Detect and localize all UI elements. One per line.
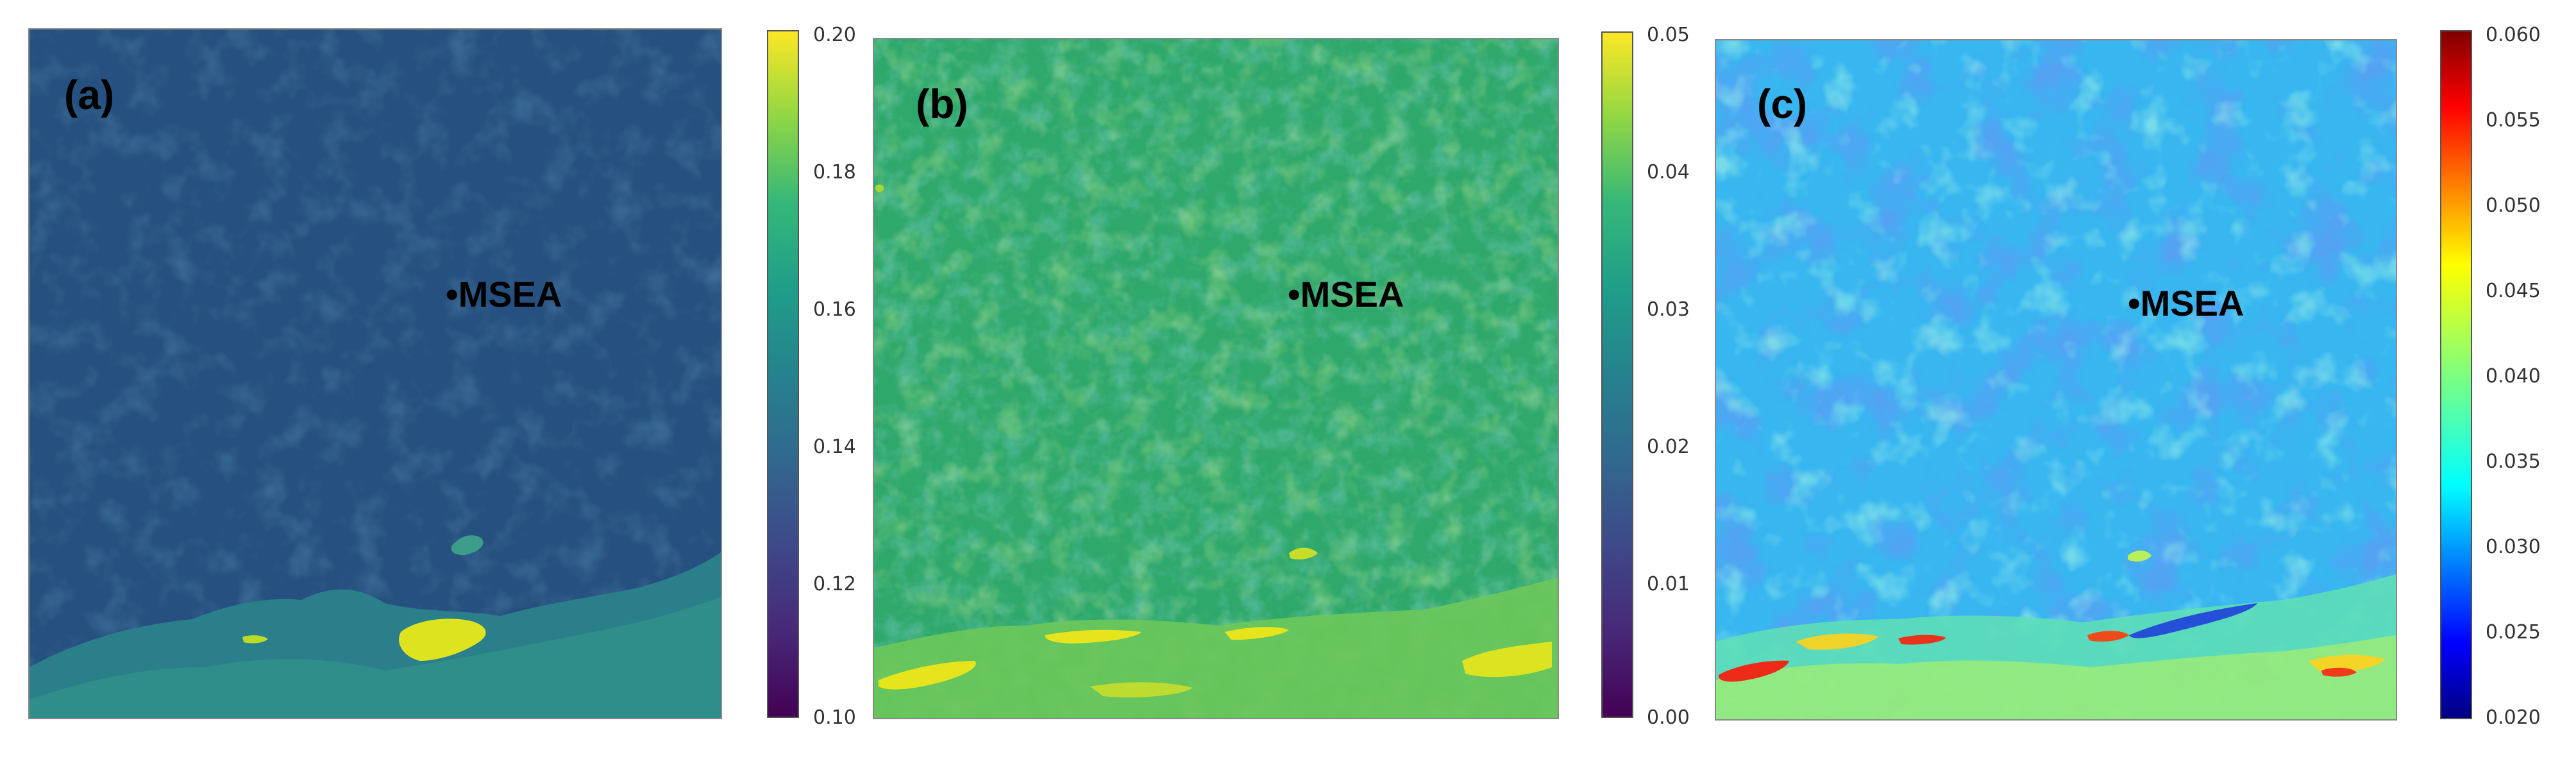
heatmap-c-warm-patch-2: [2309, 654, 2386, 672]
heatmap-b-edge-speck: [875, 184, 884, 192]
colorbar-b-ticks: 0.05 0.04 0.03 0.02 0.01 0.00: [1647, 24, 1690, 729]
colorbar-b-gradient: [1601, 31, 1633, 718]
heatmap-c-hot-streak-3: [2087, 631, 2129, 642]
colorbar-a-tick: 0.12: [813, 573, 856, 595]
heatmap-a-islet: [451, 535, 484, 556]
heatmap-b-bright-streak-3: [1225, 627, 1289, 640]
heatmap-c-warm-patch: [1796, 633, 1879, 650]
colorbar-a-tick: 0.16: [813, 298, 856, 321]
colorbar-c-tick: 0.055: [2486, 109, 2541, 132]
panel-a-marker-label: •MSEA: [446, 274, 562, 314]
panel-a-label: (a): [64, 72, 114, 118]
heatmap-c-hot-streak-4: [2321, 667, 2357, 677]
heatmap-a-frame: [28, 28, 722, 719]
heatmap-b-islet: [1289, 547, 1318, 559]
heatmap-c-hot-streak: [1718, 660, 1789, 682]
colorbar-c-gradient: [2440, 30, 2472, 719]
colorbar-a: 0.20 0.18 0.16 0.14 0.12 0.10: [767, 24, 856, 729]
colorbar-b-tick: 0.02: [1647, 436, 1690, 458]
heatmap-c-frame: [1715, 39, 2397, 721]
heatmap-c-hot-streak-2: [1898, 635, 1946, 645]
colorbar-c-tick: 0.020: [2486, 706, 2541, 729]
heatmap-a-bright-patch: [399, 619, 486, 661]
panel-c-label: (c): [1757, 81, 1807, 127]
colorbar-c-tick: 0.030: [2486, 536, 2541, 558]
heatmap-b-bright-streak-4: [1462, 642, 1552, 678]
panel-b-label: (b): [916, 81, 968, 127]
colorbar-c-tick: 0.035: [2486, 450, 2541, 473]
colorbar-a-tick: 0.10: [813, 706, 856, 729]
heatmap-b-bright-streak: [879, 661, 976, 690]
colorbar-b-tick: 0.03: [1647, 298, 1690, 321]
colorbar-b-tick: 0.04: [1647, 161, 1690, 183]
colorbar-c-tick: 0.045: [2486, 280, 2541, 302]
colorbar-a-tick: 0.14: [813, 436, 856, 458]
panel-b-marker-label: •MSEA: [1288, 274, 1404, 314]
heatmap-a-bright-patch-small: [242, 635, 268, 644]
heatmap-a-lower-band-2: [29, 597, 721, 719]
colorbar-b-tick: 0.01: [1647, 573, 1690, 595]
colorbar-b-tick: 0.05: [1647, 24, 1690, 46]
heatmap-b-texture-2: [873, 38, 1558, 719]
colorbar-a-gradient: [767, 30, 799, 718]
panel-b: (b) •MSEA 0.05 0.04 0.03 0.02 0.01 0.00: [873, 24, 1690, 729]
heatmap-c-islet: [2128, 550, 2151, 562]
heatmap-b: [873, 38, 1558, 719]
colorbar-c-tick: 0.040: [2486, 365, 2541, 388]
colorbar-c: 0.060 0.055 0.050 0.045 0.040 0.035 0.03…: [2440, 24, 2541, 729]
panel-c-marker-label: •MSEA: [2128, 283, 2244, 323]
heatmap-b-bright-streak-5: [1090, 682, 1193, 697]
heatmap-b-frame: [873, 38, 1559, 719]
heatmap-b-lower-band: [873, 577, 1558, 719]
heatmap-c: [1715, 40, 2396, 720]
colorbar-c-tick: 0.060: [2486, 24, 2541, 46]
panel-c: (c) •MSEA 0.060 0.055 0.050 0.045 0.040 …: [1715, 24, 2541, 729]
colorbar-c-ticks: 0.060 0.055 0.050 0.045 0.040 0.035 0.03…: [2486, 24, 2541, 729]
colorbar-b: 0.05 0.04 0.03 0.02 0.01 0.00: [1601, 24, 1690, 729]
colorbar-c-tick: 0.025: [2486, 621, 2541, 644]
colorbar-b-tick: 0.00: [1647, 706, 1690, 729]
heatmap-c-dark-streak: [2129, 603, 2257, 638]
colorbar-a-tick: 0.20: [813, 24, 856, 46]
colorbar-c-tick: 0.050: [2486, 194, 2541, 217]
heatmap-c-lower-band-2: [1715, 635, 2396, 720]
panel-a: (a) •MSEA 0.20 0.18 0.16 0.14 0.12 0.10: [28, 24, 856, 729]
colorbar-a-ticks: 0.20 0.18 0.16 0.14 0.12 0.10: [813, 24, 856, 729]
heatmap-b-bright-streak-2: [1045, 629, 1141, 644]
heatmap-a: [29, 29, 721, 719]
colorbar-a-tick: 0.18: [813, 161, 856, 183]
